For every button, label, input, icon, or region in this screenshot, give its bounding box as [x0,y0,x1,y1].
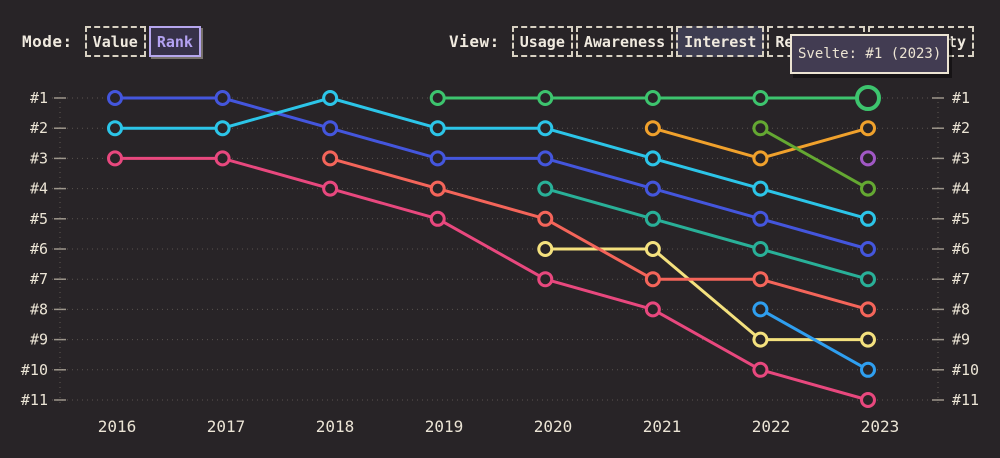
data-point-royal-blue[interactable] [429,150,446,167]
series-line-salmon [328,156,870,311]
data-point-cyan[interactable] [644,150,661,167]
data-point-pink[interactable] [644,301,661,318]
rank-label-left: #3 [30,149,48,167]
series-line-teal [543,187,870,281]
data-point-pink[interactable] [752,361,769,378]
data-point-orange[interactable] [644,120,661,137]
rank-label-right: #4 [952,180,970,198]
rank-label-right: #8 [952,300,970,318]
rank-label-right: #10 [952,361,979,379]
data-point-green[interactable] [537,90,554,106]
year-label: 2016 [98,417,137,436]
rank-label-right: #5 [952,210,970,228]
data-point-green[interactable] [752,90,769,106]
series-line-pink [113,156,870,402]
rank-label-right: #3 [952,149,970,167]
year-label: 2017 [207,417,246,436]
data-point-pink[interactable] [214,150,231,167]
data-point-cyan[interactable] [537,120,554,137]
data-point-royal-blue[interactable] [322,120,339,137]
mode-toggle-group: Mode: Value Rank [22,26,201,57]
data-point-teal[interactable] [860,271,876,288]
rank-label-left: #4 [30,180,48,198]
rank-label-left: #7 [30,270,48,288]
series-line-royal-blue [113,96,870,251]
data-point-pink[interactable] [429,210,446,227]
data-point-green[interactable] [429,90,446,106]
data-point-cyan[interactable] [322,90,339,106]
data-point-pink[interactable] [107,150,123,167]
data-point-teal[interactable] [644,210,661,227]
view-label: View: [449,32,500,51]
year-label: 2021 [643,417,682,436]
data-point-lime[interactable] [860,180,876,197]
series-line-cyan [113,96,870,221]
data-point-teal[interactable] [752,241,769,257]
data-point-salmon[interactable] [752,271,769,288]
data-point-sky-blue[interactable] [752,301,769,318]
rank-label-left: #9 [30,331,48,349]
data-point-cyan[interactable] [860,210,876,227]
data-point-green[interactable] [644,90,661,106]
data-point-royal-blue[interactable] [107,90,123,106]
chart-tooltip: Svelte: #1 (2023) [790,34,950,74]
mode-option-rank[interactable]: Rank [148,26,201,57]
view-option-usage[interactable]: Usage [511,26,573,57]
data-point-sky-blue[interactable] [860,361,876,378]
rank-label-left: #2 [30,119,48,137]
data-point-pink[interactable] [537,271,554,288]
data-point-orange[interactable] [860,120,876,137]
data-point-orange[interactable] [752,150,769,167]
rank-label-left: #10 [21,361,48,379]
data-point-cyan[interactable] [429,120,446,137]
data-point-royal-blue[interactable] [860,241,876,257]
rank-label-right: #2 [952,119,970,137]
data-point-purple[interactable] [860,150,876,167]
data-point-cyan[interactable] [752,180,769,197]
year-label: 2022 [752,417,791,436]
data-point-yellow[interactable] [860,331,876,348]
data-point-salmon[interactable] [537,210,554,227]
view-option-awareness[interactable]: Awareness [575,26,674,57]
rank-label-left: #6 [30,240,48,258]
data-point-pink[interactable] [860,392,876,408]
rank-label-left: #8 [30,300,48,318]
rank-label-right: #6 [952,240,970,258]
year-label: 2020 [534,417,573,436]
view-option-interest[interactable]: Interest [676,26,765,57]
year-label: 2019 [425,417,464,436]
data-point-salmon[interactable] [644,271,661,288]
rank-label-right: #11 [952,391,979,409]
data-point-royal-blue[interactable] [537,150,554,167]
rank-label-left: #5 [30,210,48,228]
mode-label: Mode: [22,32,73,51]
rank-label-right: #9 [952,331,970,349]
data-point-cyan[interactable] [214,120,231,137]
data-point-teal[interactable] [537,180,554,197]
data-point-royal-blue[interactable] [214,90,231,106]
series-line-sky-blue [758,307,870,372]
mode-button-row: Value Rank [84,26,201,57]
data-point-yellow[interactable] [752,331,769,348]
data-point-yellow[interactable] [644,241,661,257]
series-line-lime [758,126,870,191]
rank-label-right: #7 [952,270,970,288]
year-label: 2018 [316,417,355,436]
mode-option-value[interactable]: Value [84,26,146,57]
year-label: 2023 [861,417,900,436]
data-point-salmon[interactable] [429,180,446,197]
data-point-royal-blue[interactable] [752,210,769,227]
data-point-salmon[interactable] [860,301,876,318]
data-point-highlighted-green[interactable] [855,85,881,111]
rank-label-right: #1 [952,89,970,107]
data-point-cyan[interactable] [107,120,123,137]
rank-label-left: #1 [30,89,48,107]
data-point-salmon[interactable] [322,150,339,167]
data-point-royal-blue[interactable] [644,180,661,197]
data-point-lime[interactable] [752,120,769,137]
rank-label-left: #11 [21,391,48,409]
data-point-pink[interactable] [322,180,339,197]
data-point-yellow[interactable] [537,241,554,257]
